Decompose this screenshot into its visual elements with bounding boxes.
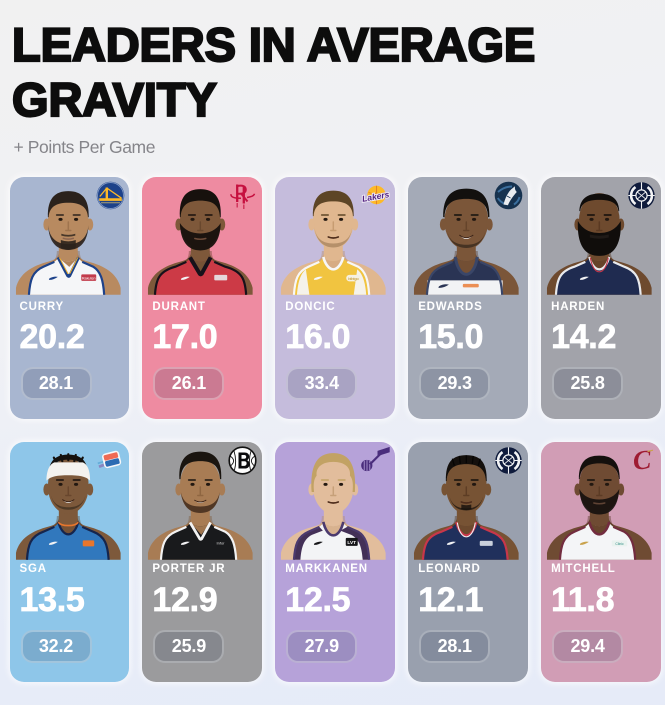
svg-text:Clinic: Clinic bbox=[615, 541, 624, 545]
svg-text:Infor: Infor bbox=[217, 540, 226, 545]
svg-text:bibigo: bibigo bbox=[349, 275, 359, 280]
svg-text:Rakuten: Rakuten bbox=[81, 276, 95, 280]
svg-text:LVT: LVT bbox=[348, 540, 357, 546]
